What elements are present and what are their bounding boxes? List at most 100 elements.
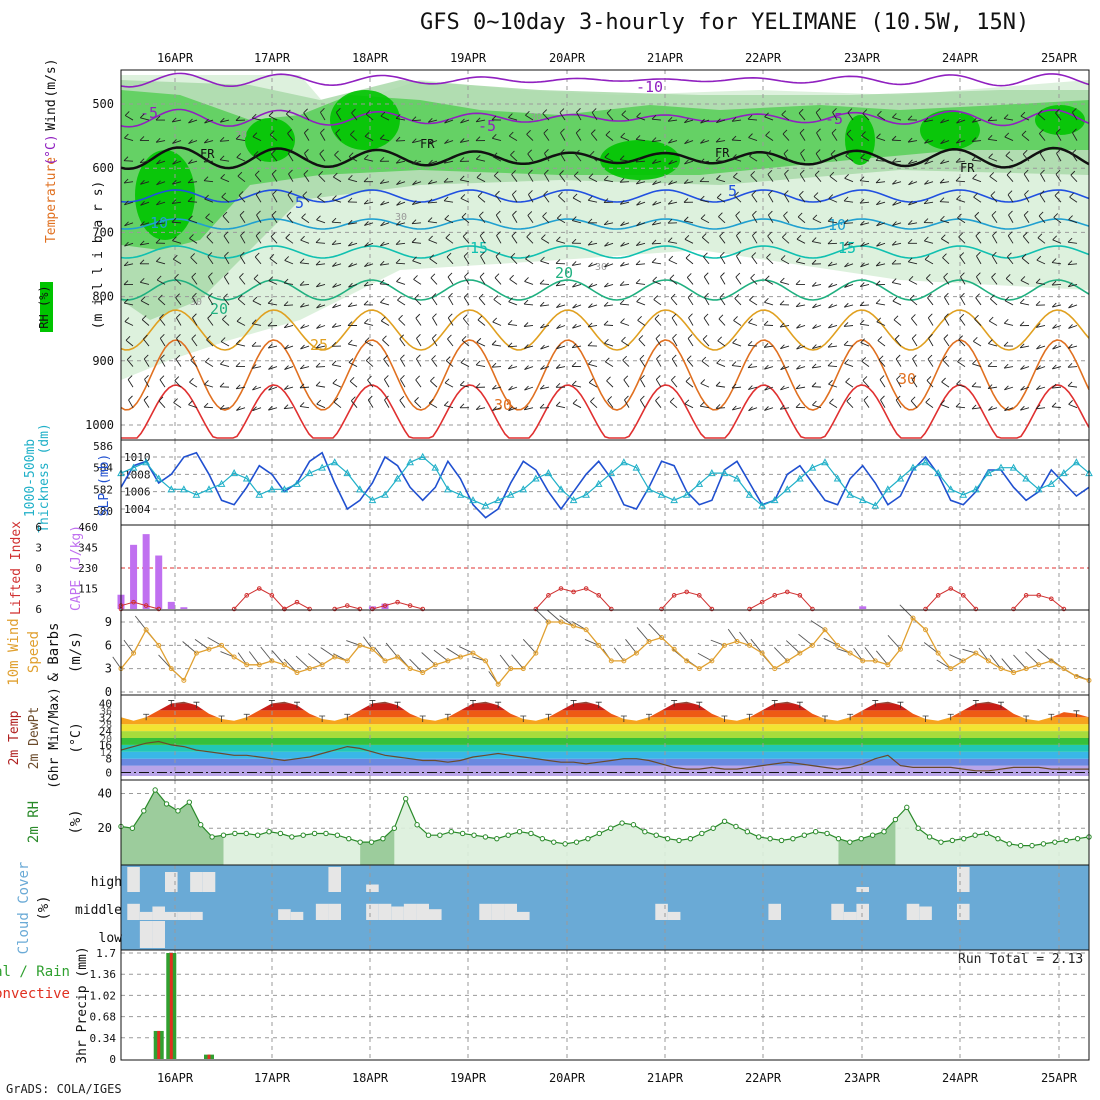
- wind-barb: [348, 362, 358, 367]
- surface-wind-barb: [511, 654, 524, 669]
- wind-barb-flag: [892, 296, 898, 302]
- wind-barb-flag: [143, 334, 148, 340]
- wind-barb-flag: [671, 375, 676, 381]
- wind-barb-flag: [1035, 278, 1041, 284]
- wind-barb: [252, 407, 262, 412]
- temp-tick-minor: 28: [100, 720, 112, 731]
- wind-barb: [796, 345, 806, 350]
- wind-barb-flag: [1036, 344, 1041, 350]
- wind-barb-flag: [620, 242, 625, 247]
- wind-barb-flag: [527, 211, 533, 216]
- wind-barb-flag: [1051, 258, 1057, 263]
- surface-wind-barb: [648, 623, 662, 638]
- cape-tick: 460: [78, 521, 98, 534]
- wind-barb: [384, 399, 390, 408]
- wind-barb-flag: [607, 396, 612, 401]
- wind-barb: [636, 181, 646, 185]
- wind-barb: [348, 343, 358, 347]
- wind-barb: [525, 258, 534, 265]
- isotherm-label: -5: [140, 104, 158, 122]
- wind-barb: [766, 154, 774, 162]
- wind-barb-flag: [862, 376, 868, 381]
- wind-barb: [684, 403, 694, 409]
- wind-barb-flag: [448, 292, 453, 298]
- cape-bar: [859, 606, 867, 609]
- wind-barb-flag: [159, 375, 165, 380]
- lifted-index-tick: 3: [35, 542, 42, 555]
- wind-barb: [268, 345, 278, 349]
- wind-barb: [412, 241, 422, 244]
- wind-barb-flag: [124, 111, 130, 116]
- temp-band: [121, 765, 1089, 773]
- rh-marker: [346, 835, 352, 842]
- wind-barb-flag: [829, 398, 834, 404]
- wind-barb: [684, 140, 694, 145]
- rh-contour-label: 30: [395, 212, 407, 223]
- wind-barb-flag: [300, 235, 305, 241]
- wind-barb: [300, 304, 310, 308]
- wind-barb: [924, 119, 934, 123]
- wind-barb-flag: [623, 375, 629, 381]
- wind-barb-flag: [683, 179, 689, 184]
- lifted-index-marker: [382, 603, 388, 608]
- wind-barb-flag: [558, 191, 563, 197]
- wind-barb-flag: [395, 114, 401, 119]
- wind-barb: [686, 277, 694, 285]
- wind-barb-flag: [288, 169, 293, 175]
- wind-barb: [252, 323, 262, 326]
- isotherm-line: [120, 218, 1090, 230]
- cloud-fill-high: [957, 867, 970, 892]
- wind-speed-marker: [998, 666, 1004, 672]
- lifted-index-marker: [948, 586, 954, 591]
- wind-barb-flag: [779, 405, 785, 410]
- wind-barb: [878, 359, 886, 367]
- wind-barb: [159, 318, 166, 326]
- wind-barb-flag: [1070, 170, 1076, 176]
- wind-barb-flag: [651, 137, 657, 142]
- wind-barb: [972, 119, 982, 123]
- wind-barb: [588, 283, 598, 288]
- wind-barb-flag: [415, 313, 421, 319]
- wind-barb-flag: [251, 341, 257, 347]
- temp-band: [121, 738, 1089, 745]
- wind-barb-flag: [299, 402, 305, 407]
- wind-barb: [284, 407, 294, 410]
- wind-barb-flag: [187, 197, 193, 202]
- cloud-level-high: high: [91, 875, 122, 890]
- wind-barb-flag: [477, 192, 483, 197]
- wind-barb-flag: [525, 110, 530, 116]
- wind-barb: [605, 361, 614, 367]
- rh-marker: [198, 822, 204, 828]
- wind-barb: [827, 365, 838, 368]
- wind-barb-flag: [603, 220, 609, 226]
- wind-barb: [413, 279, 422, 285]
- wind-barb-flag: [204, 357, 210, 363]
- rh-tick: 40: [98, 786, 112, 800]
- wind-barb: [396, 242, 406, 245]
- wind-barb-flag: [844, 359, 849, 364]
- cloud-bg: [121, 865, 1089, 950]
- rh-marker: [209, 834, 215, 840]
- rh-marker: [277, 830, 284, 837]
- wind-barb: [383, 379, 390, 388]
- wind-barb-flag: [1038, 211, 1044, 217]
- wind-barb-flag: [588, 303, 593, 308]
- wind-barb-flag: [987, 135, 993, 140]
- wind-barb: [767, 235, 774, 244]
- day-label-top: 23APR: [844, 51, 881, 65]
- temp-band-bottom: [121, 772, 1089, 776]
- wind-barb-flag: [764, 298, 769, 303]
- wind-barb: [203, 160, 214, 163]
- minmax-marker: [872, 700, 879, 707]
- wind-barb: [511, 194, 518, 203]
- wind-barb-flag: [495, 210, 501, 216]
- wind-barb-flag: [796, 234, 802, 240]
- wind-barb: [304, 153, 310, 162]
- wind-barb-flag: [331, 360, 337, 366]
- wind-barb: [476, 364, 486, 368]
- wind-barb: [395, 262, 406, 265]
- wind-barb-flag: [701, 233, 707, 238]
- lifted-index-line: [661, 591, 713, 610]
- wind-speed-marker: [1061, 666, 1067, 672]
- lifted-index-marker: [256, 586, 262, 591]
